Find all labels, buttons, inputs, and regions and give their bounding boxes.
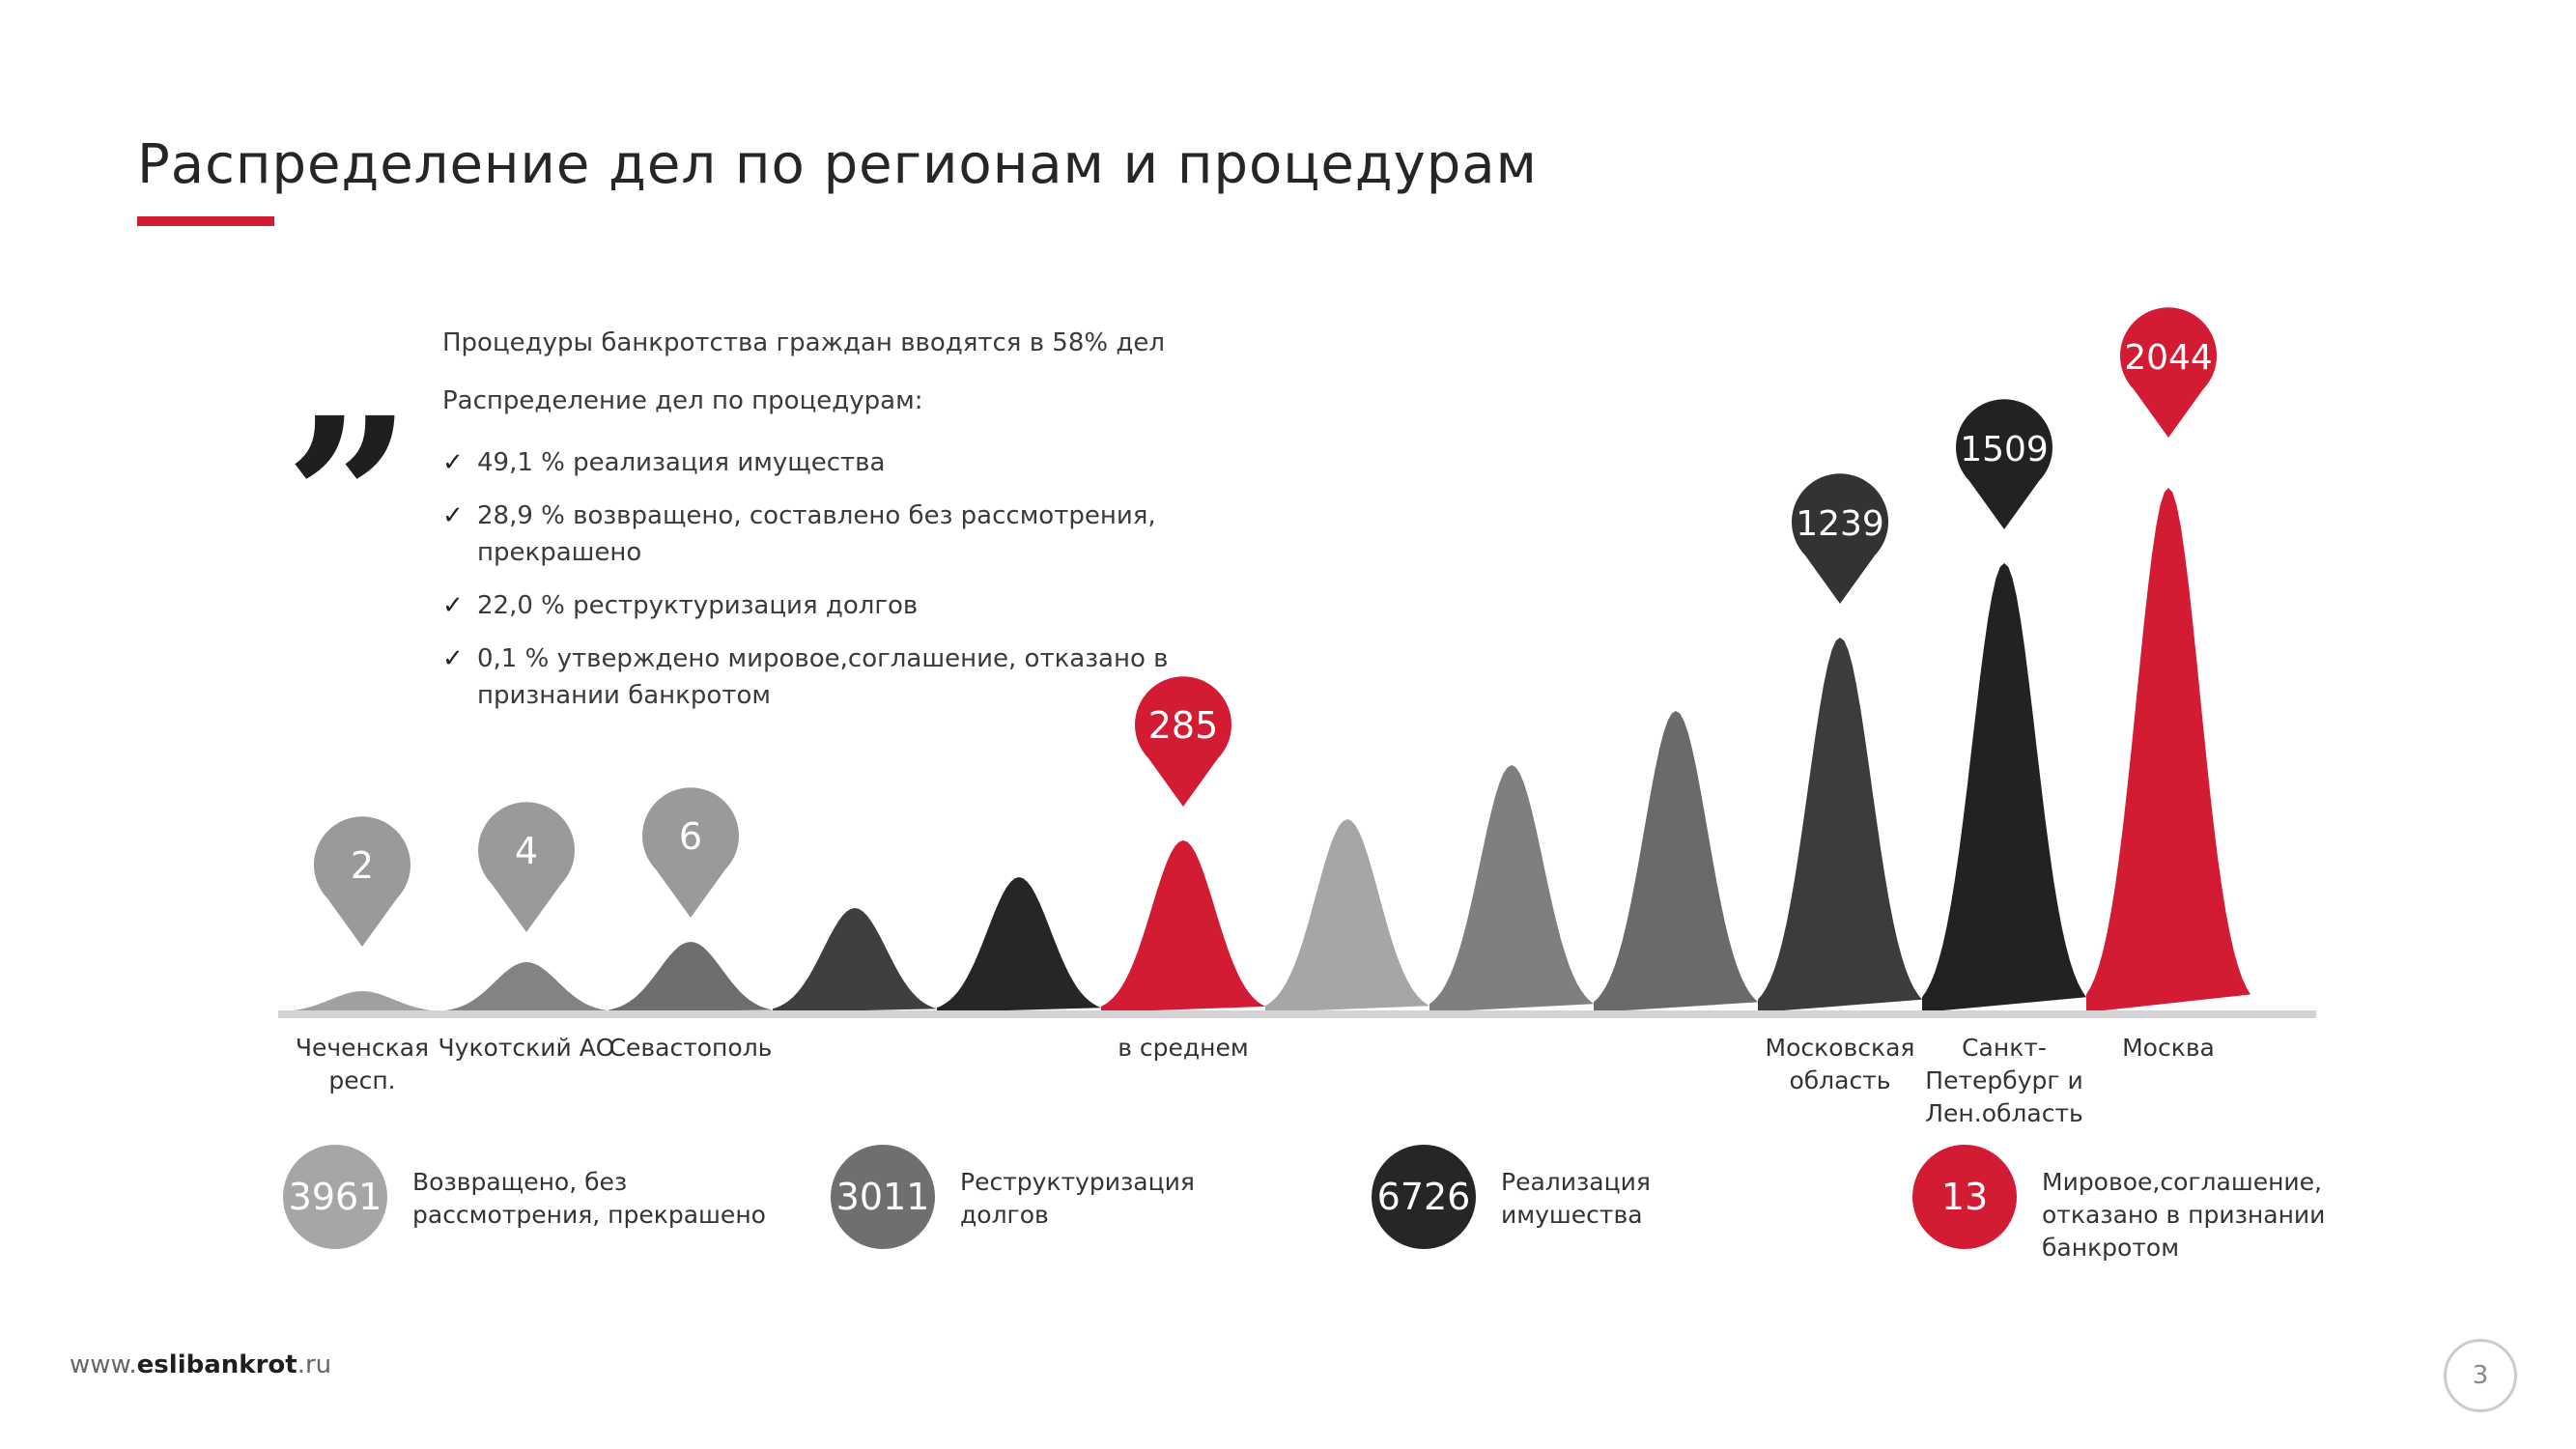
peak-shape (937, 877, 1101, 1012)
pin-shape (642, 787, 739, 918)
value-pin: 6 (642, 787, 739, 918)
peak-shape (2086, 488, 2250, 1012)
legend-label: Реструктуризация долгов (960, 1168, 1195, 1229)
footer-url[interactable]: www.eslibankrot.ru (70, 1350, 331, 1379)
pin-value: 6 (679, 815, 702, 858)
pin-shape (477, 802, 575, 932)
value-pin: 4 (477, 802, 575, 932)
legend-value-circle: 13 (1912, 1145, 2017, 1249)
region-label: Севастополь (609, 1034, 773, 1062)
region-label: Чеченская респ. (296, 1034, 429, 1094)
legend-value-circle: 3011 (831, 1145, 935, 1249)
value-pin: 2044 (2120, 307, 2218, 438)
value-pin: 2 (314, 816, 410, 947)
peak-shape (1594, 711, 1758, 1012)
list-item: ✓ 22,0 % реструктуризация долгов (442, 587, 1176, 624)
pin-shape (314, 816, 410, 947)
pin-value: 2044 (2124, 338, 2213, 378)
region-label: в среднем (1118, 1034, 1249, 1062)
list-item: ✓ 49,1 % реализация имущества (442, 444, 1176, 481)
quote-line-1: Процедуры банкротства граждан вводятся в… (442, 328, 1165, 357)
peak-shape (1758, 638, 1922, 1012)
footer-url-prefix: www. (70, 1350, 137, 1379)
pin-value: 285 (1148, 704, 1219, 747)
pin-shape (1135, 676, 1231, 807)
legend-label: Возвращено, без рассмотрения, прекрашено (412, 1168, 766, 1229)
peak-shape (1101, 840, 1265, 1012)
pin-shape (1792, 473, 1888, 604)
region-label: Московская область (1766, 1034, 1915, 1094)
page-title: Распределение дел по регионам и процедур… (137, 133, 1538, 196)
checkmark-icon: ✓ (442, 448, 464, 477)
title-underline (137, 216, 274, 226)
pin-value: 4 (515, 830, 538, 872)
peak-shape (1265, 819, 1430, 1012)
list-item: ✓ 28,9 % возвращено, составлено без рассм… (442, 497, 1176, 571)
footer-url-suffix: .ru (297, 1350, 332, 1379)
page-number: 3 (2444, 1339, 2517, 1412)
region-label: Чукотский АО (439, 1034, 615, 1062)
list-item-text: 49,1 % реализация имущества (477, 448, 886, 477)
pin-shape (1956, 399, 2052, 529)
baseline (278, 1010, 2316, 1018)
value-pin: 1509 (1956, 399, 2052, 529)
peak-shape (280, 991, 444, 1012)
pin-value: 1239 (1796, 504, 1884, 544)
list-item: ✓ 0,1 % утверждено мировое,соглашение, от… (442, 640, 1176, 714)
list-item-text: 22,0 % реструктуризация долгов (477, 591, 919, 620)
legend-value-circle: 3961 (283, 1145, 387, 1249)
peak-shape (1922, 563, 2086, 1012)
region-label: Москва (2122, 1034, 2215, 1062)
peak-shape (444, 962, 609, 1012)
checkmark-icon: ✓ (442, 644, 464, 673)
quote-text-block: Процедуры банкротства граждан вводятся в… (442, 328, 1176, 730)
value-pin: 285 (1135, 676, 1231, 807)
peak-shape (609, 942, 773, 1012)
pin-value: 1509 (1960, 430, 2049, 469)
checkmark-icon: ✓ (442, 501, 464, 530)
quote-line-2: Распределение дел по процедурам: (442, 386, 923, 415)
peak-shape (1430, 765, 1594, 1012)
list-item-text: 28,9 % возвращено, составлено без рассмо… (477, 501, 1156, 567)
legend-label: Мировое,соглашение, отказано в признании б… (2042, 1168, 2326, 1262)
legend-value-circle: 6726 (1372, 1145, 1476, 1249)
pin-value: 2 (351, 844, 374, 887)
list-item-text: 0,1 % утверждено мировое,соглашение, отк… (477, 644, 1169, 710)
peak-shape (773, 908, 937, 1012)
footer-url-bold: eslibankrot (136, 1350, 297, 1379)
value-pin: 1239 (1792, 473, 1888, 604)
legend-label: Реализация имушества (1501, 1168, 1651, 1229)
procedures-list: ✓ 49,1 % реализация имущества ✓ 28,9 % воз… (442, 444, 1176, 714)
checkmark-icon: ✓ (442, 591, 464, 620)
pin-shape (2120, 307, 2218, 438)
region-label: Санкт-Петербург и Лен.область (1925, 1034, 2083, 1127)
